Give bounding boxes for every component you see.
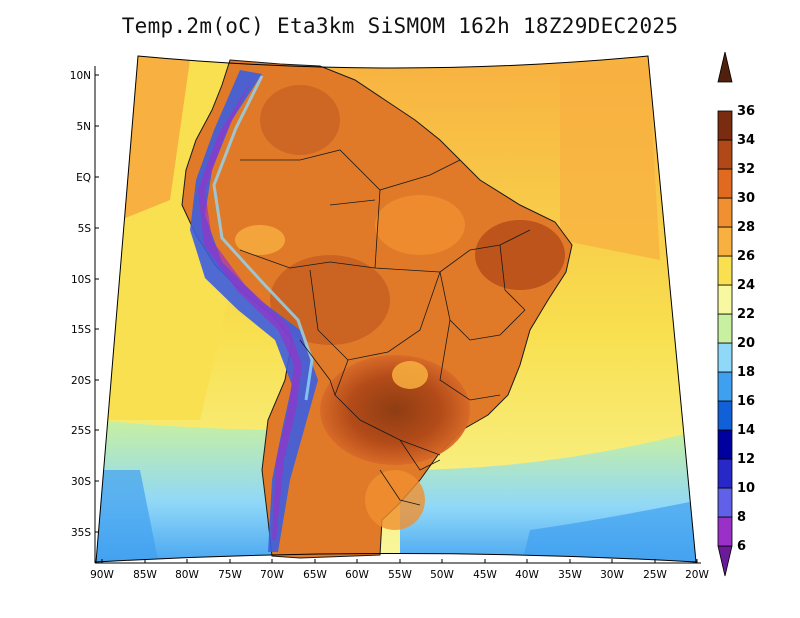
colorbar-segment (717, 371, 733, 402)
colorbar-label: 10 (737, 481, 755, 496)
colorbar-label: 26 (737, 249, 755, 264)
colorbar-label: 32 (737, 162, 755, 177)
map-title: Temp.2m(oC) Eta3km SiSMOM 162h 18Z29DEC2… (121, 14, 679, 38)
lon-label: 45W (473, 569, 497, 581)
lon-label: 85W (133, 569, 157, 581)
colorbar-label: 34 (737, 133, 755, 148)
colorbar-triangle-low (717, 545, 733, 577)
lat-label: 30S (71, 476, 91, 488)
colorbar-label: 16 (737, 394, 755, 409)
colorbar-label: 24 (737, 278, 755, 293)
lat-label: 20S (71, 375, 91, 387)
colorbar-segment (717, 255, 733, 286)
lon-label: 75W (218, 569, 242, 581)
lat-label: 10S (71, 274, 91, 286)
colorbar: 6 8 10 12 14 16 18 20 22 24 26 28 30 32 … (717, 51, 755, 577)
colorbar-segment (717, 429, 733, 460)
colorbar-segment (717, 458, 733, 489)
continent-temperature-field (181, 59, 573, 559)
colorbar-label: 18 (737, 365, 755, 380)
colorbar-label: 22 (737, 307, 755, 322)
longitude-labels: 90W 85W 80W 75W 70W 65W 60W 55W 50W 45W … (90, 569, 709, 581)
lon-label: 40W (515, 569, 539, 581)
colorbar-segment (717, 487, 733, 518)
lat-label: 25S (71, 425, 91, 437)
lat-label: 5S (78, 223, 92, 235)
lat-label: 10N (70, 70, 91, 82)
lon-label: 25W (643, 569, 667, 581)
colorbar-label: 28 (737, 220, 755, 235)
latitude-labels: 10N 5N EQ 5S 10S 15S 20S 25S 30S 35S (70, 70, 92, 539)
lon-label: 35W (558, 569, 582, 581)
colorbar-label: 14 (737, 423, 755, 438)
colorbar-segment (717, 139, 733, 170)
colorbar-label: 30 (737, 191, 755, 206)
lat-label: 15S (71, 324, 91, 336)
lon-label: 70W (260, 569, 284, 581)
lat-label: EQ (76, 172, 91, 184)
map-frame (95, 55, 697, 563)
colorbar-segment (717, 284, 733, 315)
colorbar-segment (717, 342, 733, 373)
lon-label: 20W (685, 569, 709, 581)
lon-label: 65W (303, 569, 327, 581)
colorbar-label: 6 (737, 539, 746, 554)
colorbar-segment (717, 516, 733, 547)
lon-label: 90W (90, 569, 114, 581)
colorbar-segment (717, 400, 733, 431)
lon-label: 80W (175, 569, 199, 581)
lat-label: 5N (76, 121, 91, 133)
colorbar-segment (717, 110, 733, 141)
lon-label: 60W (345, 569, 369, 581)
colorbar-triangle-high (717, 51, 733, 83)
lat-label: 35S (71, 527, 91, 539)
colorbar-label: 12 (737, 452, 755, 467)
axes (94, 66, 701, 564)
political-borders (239, 149, 531, 506)
lon-label: 55W (388, 569, 412, 581)
colorbar-segment (717, 168, 733, 199)
colorbar-segment (717, 226, 733, 257)
colorbar-segments (717, 51, 733, 577)
colorbar-label: 36 (737, 104, 755, 119)
colorbar-label: 20 (737, 336, 755, 351)
lon-label: 50W (430, 569, 454, 581)
colorbar-segment (717, 313, 733, 344)
colorbar-label: 8 (737, 510, 746, 525)
colorbar-segment (717, 197, 733, 228)
colorbar-labels: 6 8 10 12 14 16 18 20 22 24 26 28 30 32 … (737, 104, 755, 554)
lon-label: 30W (600, 569, 624, 581)
